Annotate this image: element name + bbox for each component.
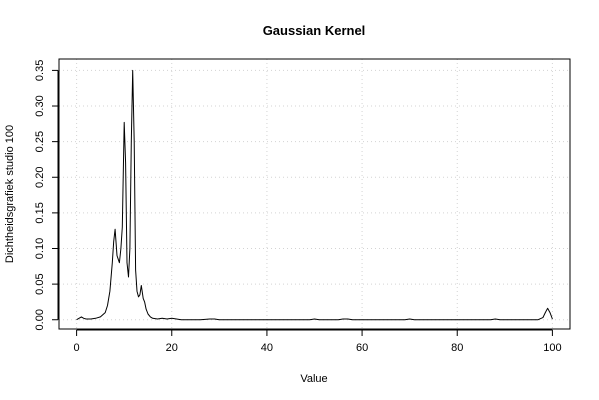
y-tick-label: 0.00 <box>34 309 46 330</box>
plot-frame <box>58 58 571 330</box>
y-tick-label: 0.05 <box>34 273 46 294</box>
y-tick-label: 0.30 <box>34 95 46 116</box>
y-tick-label: 0.10 <box>34 238 46 259</box>
series-layer <box>76 69 553 321</box>
chart-title: Gaussian Kernel <box>263 23 366 38</box>
x-tick-label: 20 <box>166 342 178 354</box>
x-axis: 0 20 40 60 80 100 <box>74 329 562 354</box>
x-tick-label: 0 <box>74 342 80 354</box>
x-tick-label: 40 <box>261 342 273 354</box>
x-axis-label: Value <box>300 373 327 385</box>
y-tick-label: 0.25 <box>34 131 46 152</box>
y-tick-label: 0.15 <box>34 202 46 223</box>
grid-lines <box>59 59 570 329</box>
x-tick-label: 80 <box>451 342 463 354</box>
y-axis-label: Dichtheidsgrafiek studio 100 <box>4 125 16 263</box>
y-axis: 0.00 0.05 0.10 0.15 0.20 0.25 0.30 0.35 <box>34 60 59 330</box>
y-tick-label: 0.35 <box>34 60 46 81</box>
x-tick-label: 100 <box>543 342 561 354</box>
x-tick-label: 60 <box>356 342 368 354</box>
y-tick-label: 0.20 <box>34 167 46 188</box>
density-line <box>76 69 553 321</box>
